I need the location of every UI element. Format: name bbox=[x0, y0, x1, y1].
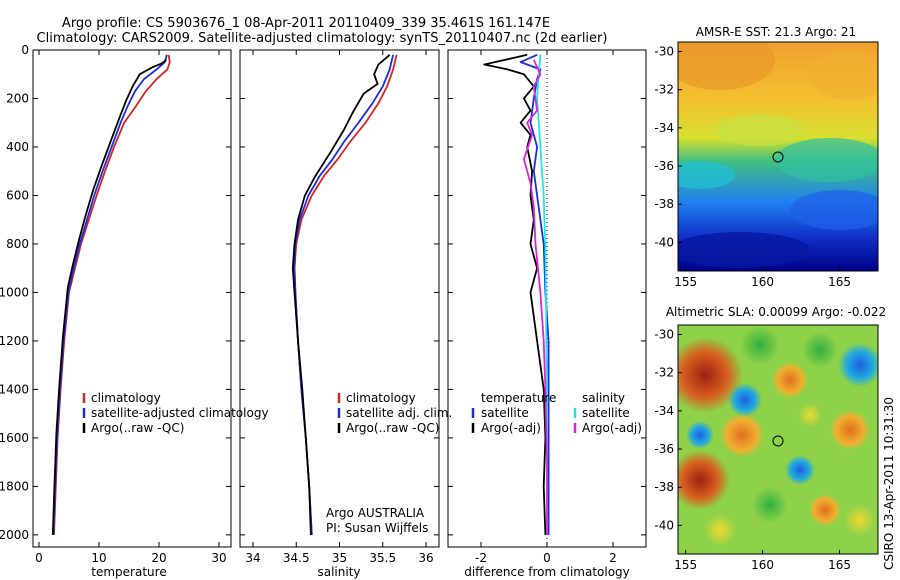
x-tick-label: 0 bbox=[543, 551, 551, 565]
credit-label: CSIRO 13-Apr-2011 10:31:30 bbox=[882, 397, 896, 570]
y-tick-label: 600 bbox=[6, 188, 29, 202]
legend-title-salinity: salinity bbox=[582, 391, 625, 405]
sst-heatmap bbox=[678, 42, 878, 271]
map-y-tick-label: -30 bbox=[654, 45, 674, 59]
x-tick-label: -2 bbox=[475, 551, 487, 565]
difference-x-ticks: -2 0 2 bbox=[475, 50, 617, 565]
y-tick-label: 200 bbox=[6, 91, 29, 105]
series-line-salinity-satellite bbox=[536, 54, 548, 535]
map-x-tick-label: 160 bbox=[751, 275, 774, 289]
x-tick-label: 2 bbox=[609, 551, 617, 565]
temperature-legend: climatology satellite-adjusted climatolo… bbox=[82, 391, 269, 435]
annotation-argo-australia: Argo AUSTRALIA bbox=[326, 506, 425, 520]
sla-map-title: Altimetric SLA: 0.00099 Argo: -0.022 bbox=[666, 305, 886, 319]
legend-label-climatology: climatology bbox=[346, 391, 416, 405]
x-tick-label: 34 bbox=[245, 551, 260, 565]
series-line-argo-raw-qc bbox=[51, 59, 167, 535]
map-y-tick-label: -30 bbox=[654, 328, 674, 342]
difference-y-tickmarks bbox=[448, 49, 646, 536]
map-x-tick-label: 160 bbox=[751, 558, 774, 572]
map-y-tick-label: -38 bbox=[654, 480, 674, 494]
y-tick-label: 800 bbox=[6, 237, 29, 251]
map-x-tick-label: 165 bbox=[828, 558, 851, 572]
x-tick-label: 10 bbox=[91, 551, 106, 565]
series-line-satellite-adjusted-climatology bbox=[52, 54, 168, 535]
legend-label-sal-satellite: satellite bbox=[582, 406, 630, 420]
sla-map-frame bbox=[677, 324, 879, 555]
legend-label-argo: Argo(..raw -QC) bbox=[91, 421, 184, 435]
temperature-panel: 0 10 20 30 0 200 400 600 800 1000 1200 1400 1600 180… bbox=[0, 43, 269, 579]
series-line-argo-raw-qc bbox=[291, 54, 391, 535]
temperature-plot-frame bbox=[32, 49, 232, 548]
legend-label-sal-argo: Argo(-adj) bbox=[582, 421, 642, 435]
map-y-tick-label: -40 bbox=[654, 235, 674, 249]
y-tick-label: 0 bbox=[21, 43, 29, 57]
x-tick-label: 35.5 bbox=[369, 551, 396, 565]
difference-axis-label: difference from climatology bbox=[464, 565, 630, 579]
sst-map-ticks: 155 160 165 -30 -32 -34 -36 -38 -40 bbox=[654, 45, 851, 289]
legend-label-climatology: climatology bbox=[91, 391, 161, 405]
legend-label-temp-satellite: satellite bbox=[481, 406, 529, 420]
salinity-x-ticks: 34 34.5 35 35.5 36 bbox=[245, 50, 434, 565]
salinity-legend: climatology satellite adj. clim. Argo(..… bbox=[337, 391, 452, 435]
legend-label-satellite: satellite adj. clim. bbox=[346, 406, 452, 420]
annotation-pi-name: PI: Susan Wijffels bbox=[326, 521, 428, 535]
map-y-tick-label: -32 bbox=[654, 366, 674, 380]
map-y-tick-label: -38 bbox=[654, 197, 674, 211]
salinity-panel: 34 34.5 35 35.5 36 salinity climatology sate… bbox=[239, 49, 452, 579]
y-tick-label: 1800 bbox=[0, 479, 29, 493]
legend-label-argo: Argo(..raw -QC) bbox=[346, 421, 439, 435]
legend-label-temp-argo: Argo(-adj) bbox=[481, 421, 541, 435]
sla-map-ticks: 155 160 165 -30 -32 -34 -36 -38 -40 bbox=[654, 328, 851, 572]
series-line-climatology bbox=[53, 54, 171, 535]
sst-argo-marker bbox=[772, 151, 784, 163]
sst-map-panel: AMSR-E SST: 21.3 Argo: 21 155 160 165 -30 -3… bbox=[654, 25, 879, 289]
x-tick-label: 0 bbox=[35, 551, 43, 565]
y-tick-label: 2000 bbox=[0, 528, 29, 542]
salinity-y-tickmarks bbox=[240, 49, 439, 536]
x-tick-label: 35 bbox=[332, 551, 347, 565]
sla-argo-marker bbox=[772, 435, 784, 447]
map-y-tick-label: -36 bbox=[654, 442, 674, 456]
figure-title-line1: Argo profile: CS 5903676_1 08-Apr-2011 2… bbox=[62, 16, 550, 31]
map-x-tick-label: 165 bbox=[828, 275, 851, 289]
salinity-plot-frame bbox=[239, 49, 440, 548]
map-y-tick-label: -34 bbox=[654, 121, 674, 135]
difference-panel: -2 0 2 difference from climatology tempera… bbox=[447, 49, 647, 579]
sla-map-panel: Altimetric SLA: 0.00099 Argo: -0.022 155… bbox=[654, 305, 886, 572]
y-tick-label: 1400 bbox=[0, 382, 29, 396]
x-tick-label: 30 bbox=[211, 551, 226, 565]
map-y-tick-label: -36 bbox=[654, 159, 674, 173]
depth-y-ticks: 0 200 400 600 800 1000 1200 1400 1600 1800 2000 bbox=[0, 43, 231, 542]
y-tick-label: 400 bbox=[6, 140, 29, 154]
y-tick-label: 1200 bbox=[0, 334, 29, 348]
map-y-tick-label: -32 bbox=[654, 83, 674, 97]
y-tick-label: 1600 bbox=[0, 431, 29, 445]
x-tick-label: 20 bbox=[151, 551, 166, 565]
salinity-axis-label: salinity bbox=[317, 565, 360, 579]
map-y-tick-label: -40 bbox=[654, 518, 674, 532]
series-line-salinity-argo-adj bbox=[523, 59, 548, 535]
series-line-temperature-argo-adj bbox=[483, 53, 547, 535]
sst-map-title: AMSR-E SST: 21.3 Argo: 21 bbox=[696, 25, 856, 39]
y-tick-label: 1000 bbox=[0, 285, 29, 299]
legend-label-satellite: satellite-adjusted climatology bbox=[91, 406, 269, 420]
temperature-axis-label: temperature bbox=[91, 565, 166, 579]
difference-legend: temperature salinity satellite Argo(-adj… bbox=[471, 391, 642, 435]
legend-title-temperature: temperature bbox=[481, 391, 556, 405]
sst-map-frame bbox=[677, 41, 879, 272]
sla-heatmap bbox=[678, 325, 878, 554]
x-tick-label: 36 bbox=[418, 551, 433, 565]
map-x-tick-label: 155 bbox=[674, 275, 697, 289]
temperature-x-ticks: 0 10 20 30 bbox=[35, 50, 227, 565]
map-y-tick-label: -34 bbox=[654, 404, 674, 418]
map-x-tick-label: 155 bbox=[674, 558, 697, 572]
x-tick-label: 34.5 bbox=[283, 551, 310, 565]
figure-title-line2: Climatology: CARS2009. Satellite-adjuste… bbox=[37, 31, 608, 46]
series-line-satellite-adj-clim bbox=[293, 54, 394, 535]
